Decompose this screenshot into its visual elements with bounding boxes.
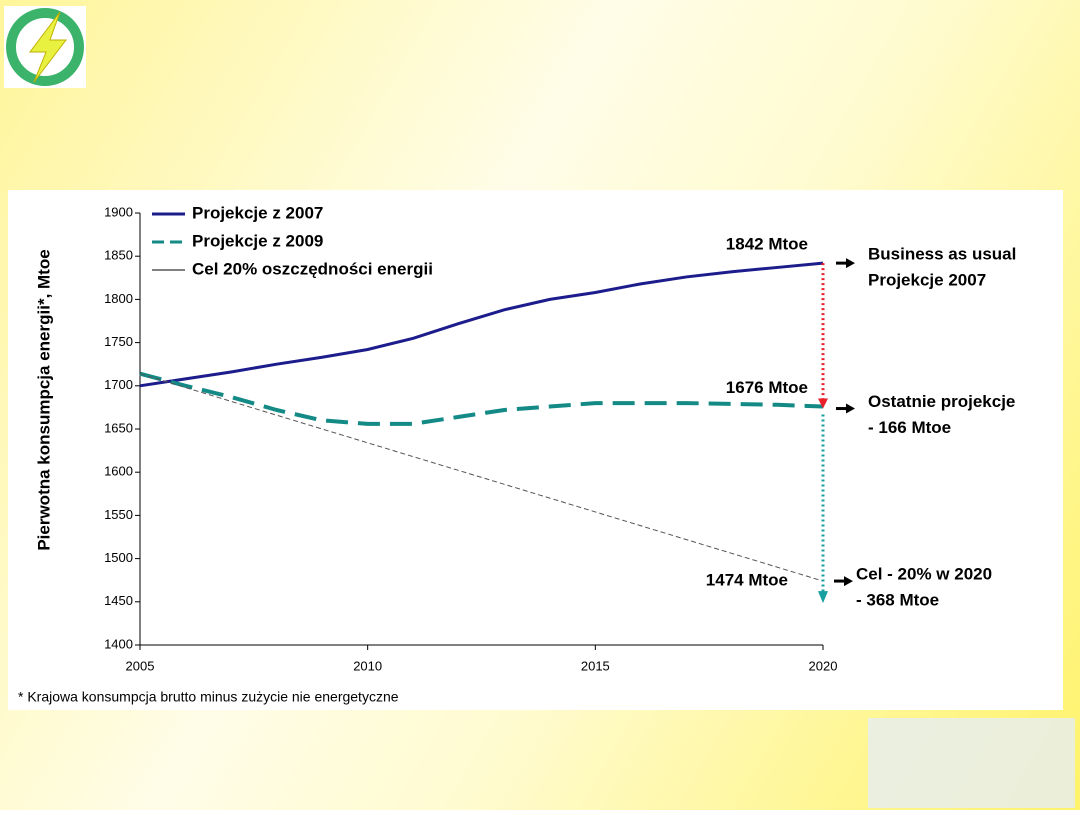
side-note: Business as usual [868,245,1016,264]
side-note: Cel - 20% w 2020 [856,565,992,584]
series-line [139,371,824,426]
chart-panel [8,190,1063,710]
logo [6,8,84,86]
gap-arrowhead [818,591,828,604]
y-tick-label: 1850 [104,248,133,263]
side-arrowhead [844,576,853,587]
side-note: - 166 Mtoe [868,418,951,437]
legend-label: Cel 20% oszczędności energii [192,259,433,278]
side-note: Projekcje 2007 [868,271,986,290]
y-tick-label: 1450 [104,593,133,608]
side-note: - 368 Mtoe [856,591,939,610]
y-tick-label: 1650 [104,420,133,435]
y-axis-label: Pierwotna konsumpcja energii*, Mtoe [34,249,53,550]
side-arrowhead [846,258,855,269]
y-tick-label: 1400 [104,636,133,651]
y-tick-label: 1500 [104,550,133,565]
x-tick-label: 2005 [126,658,155,673]
x-tick-label: 2015 [581,658,610,673]
value-annotation: 1842 Mtoe [726,235,808,254]
gap-arrowhead [818,398,828,409]
value-annotation: 1676 Mtoe [726,378,808,397]
x-tick-label: 2010 [353,658,382,673]
y-tick-label: 1550 [104,507,133,522]
footnote: * Krajowa konsumpcja brutto minus zużyci… [18,689,399,705]
value-annotation: 1474 Mtoe [706,571,788,590]
side-arrowhead [846,403,855,414]
y-tick-label: 1800 [104,291,133,306]
x-tick-label: 2020 [809,658,838,673]
legend-label: Projekcje z 2009 [192,231,323,250]
logo-box-2 [868,718,1075,808]
y-tick-label: 1600 [104,464,133,479]
legend-label: Projekcje z 2007 [192,203,323,222]
series-line [139,373,824,582]
side-note: Ostatnie projekcje [868,392,1015,411]
series-line [139,261,824,388]
y-tick-label: 1750 [104,334,133,349]
y-tick-label: 1900 [104,204,133,219]
y-tick-label: 1700 [104,377,133,392]
logo-bolt [29,11,68,83]
